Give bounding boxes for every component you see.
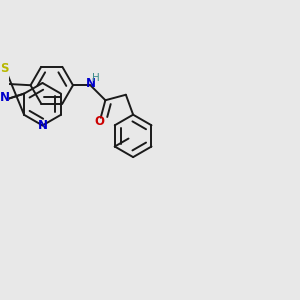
Text: S: S <box>0 61 8 75</box>
Text: H: H <box>92 73 99 83</box>
Text: N: N <box>0 91 10 104</box>
Text: N: N <box>85 76 95 89</box>
Text: O: O <box>94 115 105 128</box>
Text: N: N <box>38 119 47 132</box>
